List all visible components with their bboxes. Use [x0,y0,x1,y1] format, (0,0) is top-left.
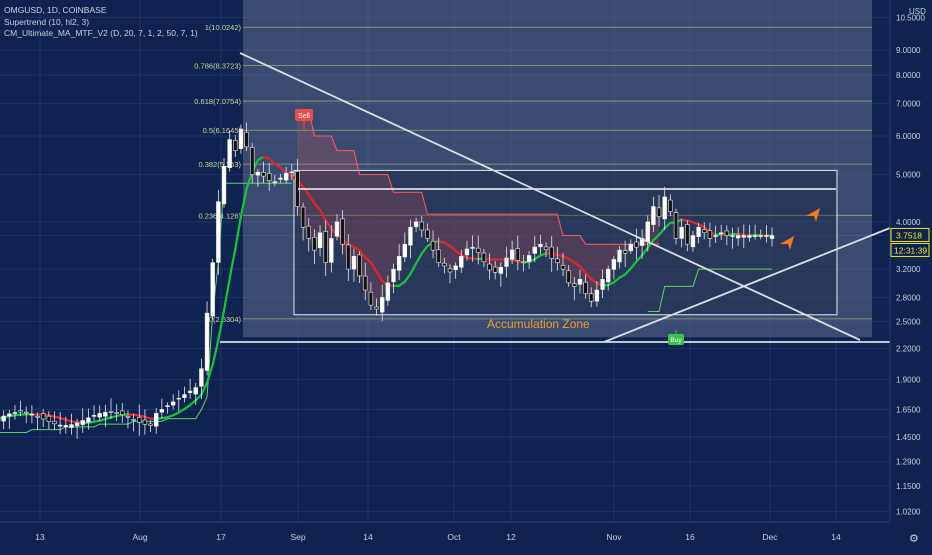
x-tick-label: 12 [506,532,516,542]
x-tick-label: 16 [685,532,695,542]
y-tick-label: 2.8000 [896,293,921,302]
accumulation-label: Accumulation Zone [487,317,590,331]
x-tick-label: 13 [35,532,45,542]
fib-label-0: 1(10.0242) [205,23,242,32]
chart-legend: OMGUSD, 1D, COINBASE Supertrend (10, hl2… [4,5,198,40]
x-tick-label: Sep [290,532,305,542]
x-tick-label: 17 [216,532,226,542]
y-tick-label: 3.2000 [896,265,921,274]
y-tick-label: 9.0000 [896,46,921,55]
candle [211,259,215,320]
y-tick-label: 1.1500 [896,482,921,491]
svg-text:Sell: Sell [298,113,310,120]
y-tick-label: 2.2000 [896,345,921,354]
x-tick-label: 14 [831,532,841,542]
fib-label-3: 0.5(6.1645) [203,126,242,135]
y-tick-label: 1.0200 [896,507,921,516]
svg-text:3.7518: 3.7518 [896,230,922,240]
y-tick-label: 2.5000 [896,317,921,326]
last-price-badge: 3.7518 [891,228,929,241]
candle [216,190,220,275]
fib-label-4: 0.382(5.253) [198,160,241,169]
y-tick-label: 8.0000 [896,71,921,80]
x-tick-label: Aug [132,532,147,542]
ma-legend[interactable]: CM_Ultimate_MA_MTF_V2 (D, 20, 7, 1, 2, 5… [4,28,198,40]
y-tick-label: 1.4500 [896,433,921,442]
y-tick-label: 10.5000 [896,13,925,22]
supertrend-legend[interactable]: Supertrend (10, hl2, 3) [4,17,198,29]
x-tick-label: 14 [363,532,373,542]
countdown-badge: 12:31:39 [891,243,929,256]
price-axis[interactable]: USD1.02001.15001.29001.45001.65001.90002… [890,0,932,550]
y-tick-label: 1.6500 [896,405,921,414]
symbol-label[interactable]: OMGUSD, 1D, COINBASE [4,5,198,17]
y-tick-label: 1.9000 [896,376,921,385]
gear-icon[interactable]: ⚙ [909,532,919,545]
y-tick-label: 1.2900 [896,458,921,467]
x-tick-label: Dec [762,532,778,542]
y-tick-label: 7.0000 [896,99,921,108]
y-tick-label: 4.0000 [896,218,921,227]
svg-text:12:31:39: 12:31:39 [894,245,927,255]
time-axis[interactable]: 13 Aug 17 Sep 14 Oct 12 Nov 16 Dec 14 [0,522,932,550]
fib-label-2: 0.618(7.0754) [194,97,241,106]
y-tick-label: 5.0000 [896,171,921,180]
x-tick-label: Nov [606,532,622,542]
x-tick-label: Oct [447,532,461,542]
fib-label-1: 0.786(8.3723) [194,61,241,70]
svg-text:Buy: Buy [670,337,682,344]
y-tick-label: 6.0000 [896,132,921,141]
